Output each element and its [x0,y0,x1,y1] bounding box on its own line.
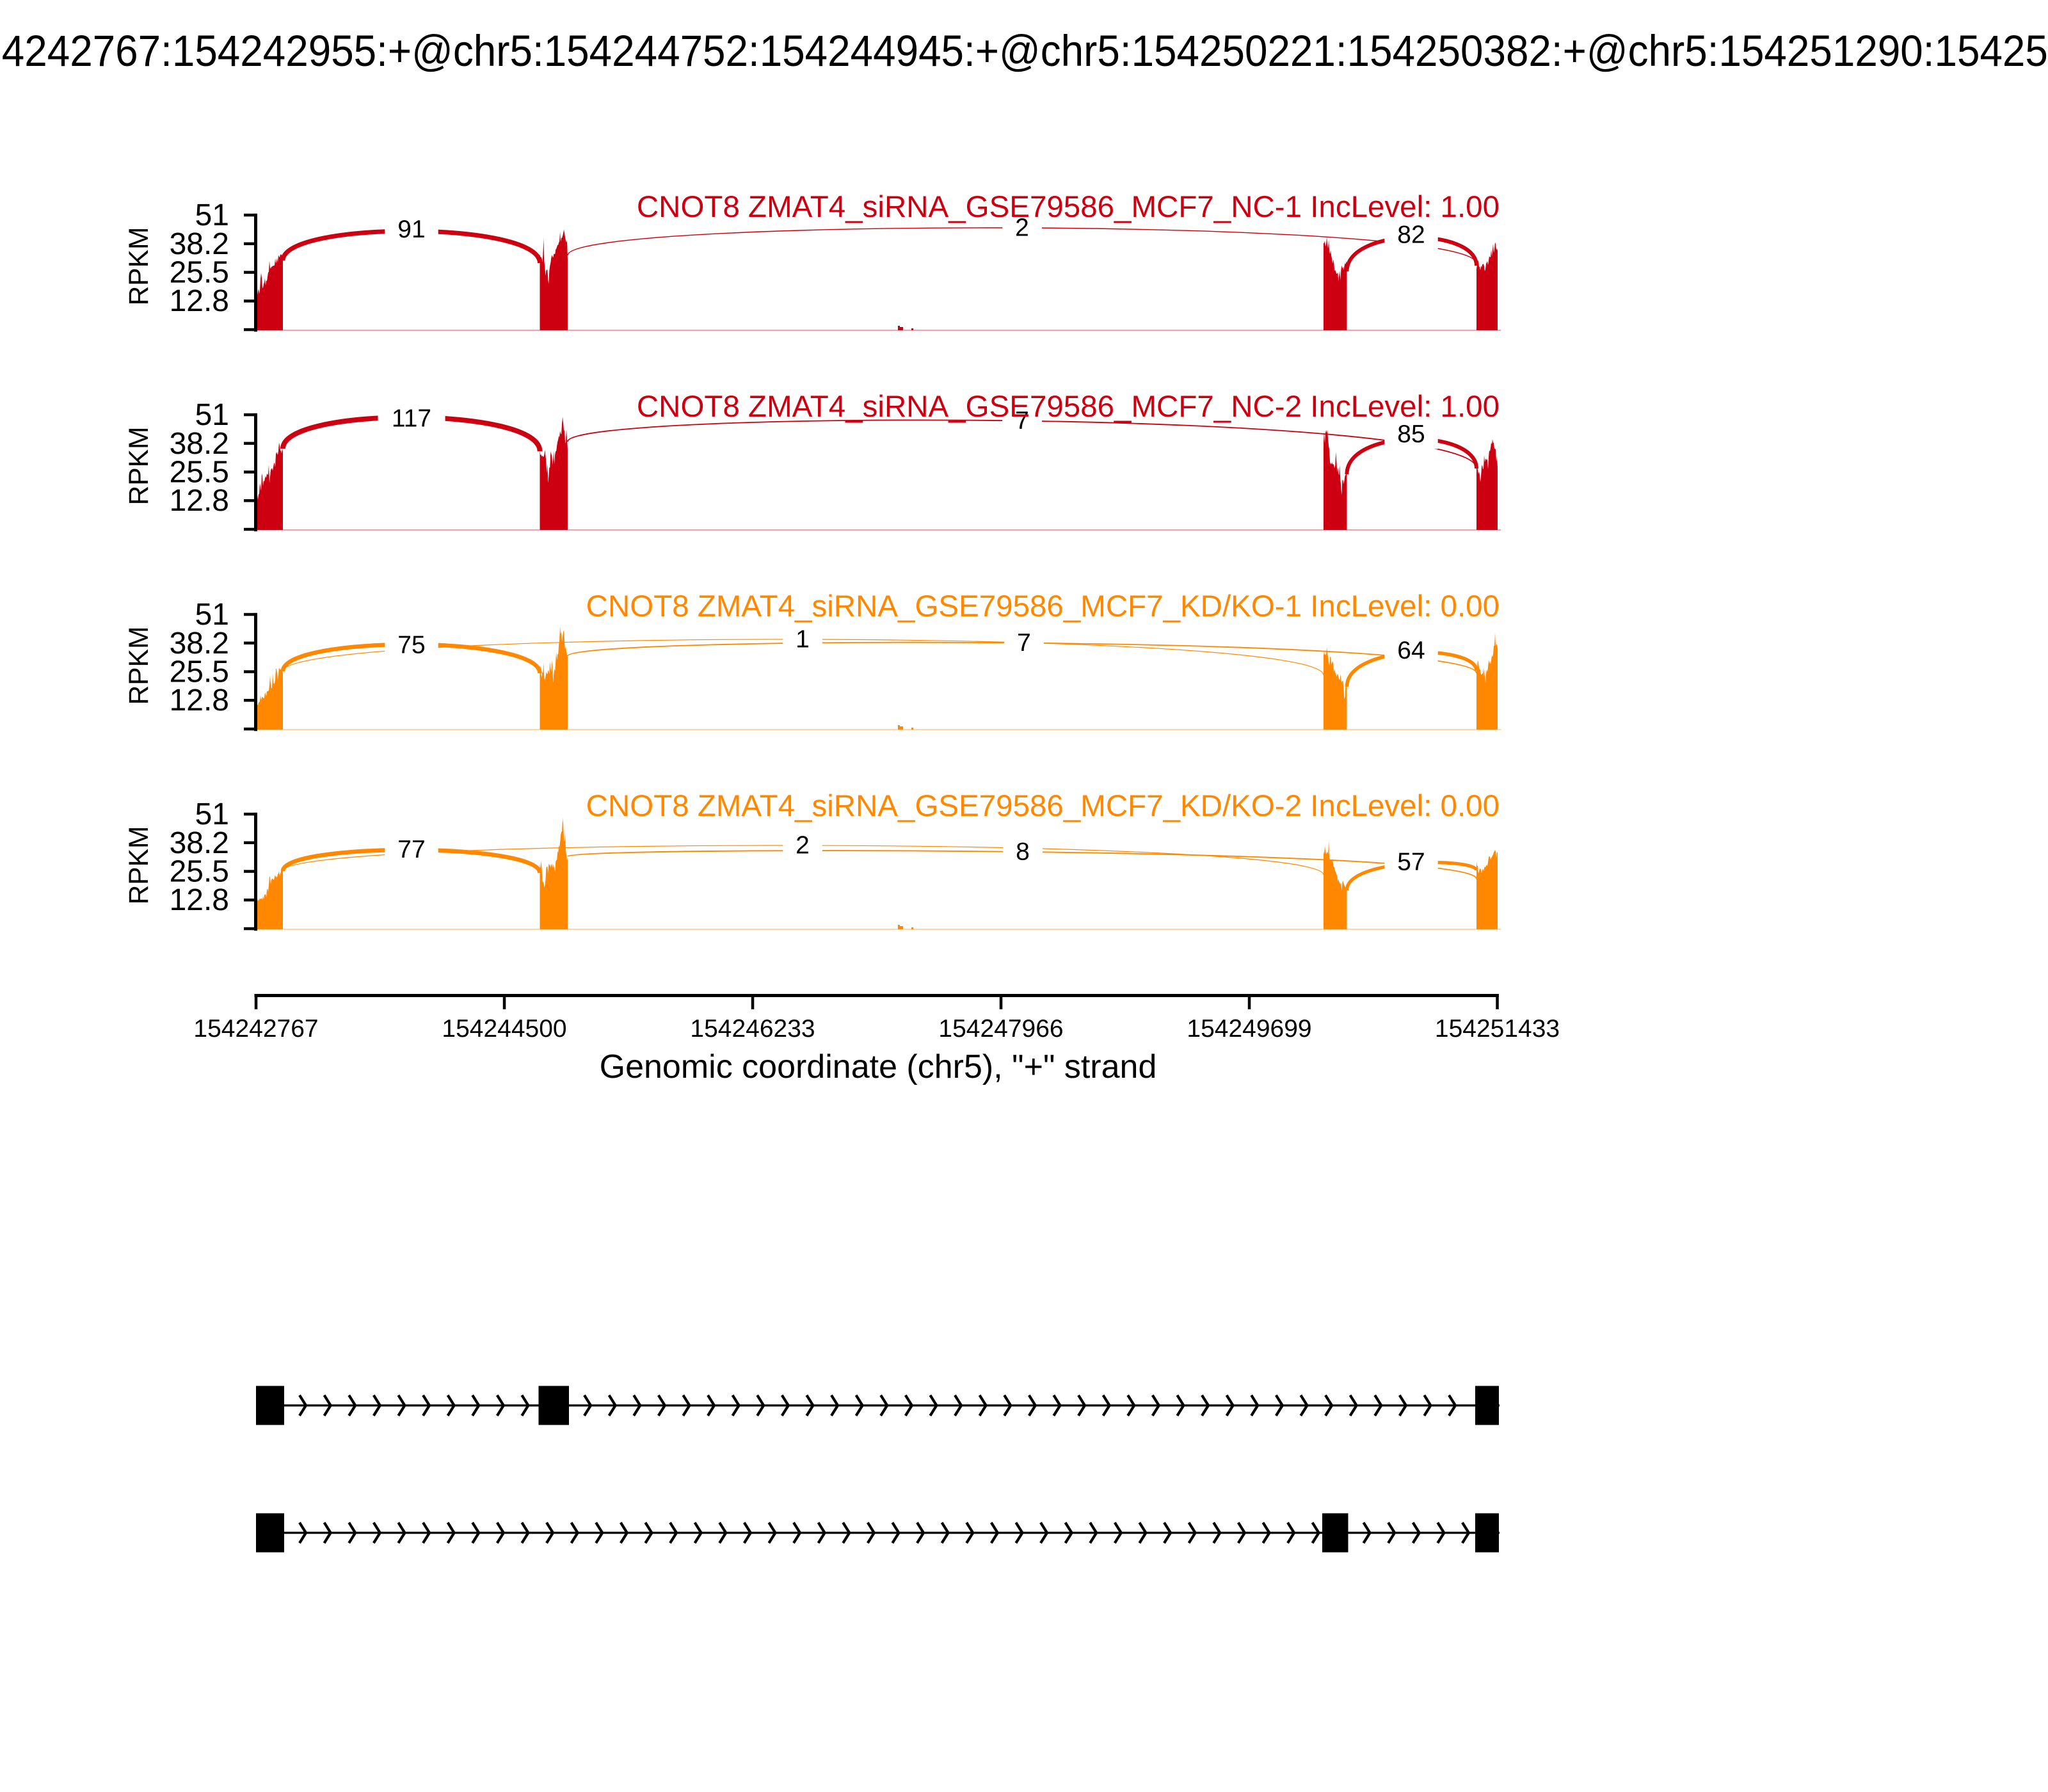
svg-text:12.8: 12.8 [170,284,229,318]
svg-text:51: 51 [195,198,229,232]
svg-text:RPKM: RPKM [124,227,154,306]
svg-text:12.8: 12.8 [170,684,229,717]
svg-text:85: 85 [1397,420,1425,448]
svg-text:64: 64 [1397,637,1425,664]
svg-text:25.5: 25.5 [170,855,229,889]
svg-text:154244500: 154244500 [442,1015,566,1043]
svg-text:25.5: 25.5 [170,456,229,490]
svg-text:RPKM: RPKM [124,627,154,705]
svg-text:CNOT8 ZMAT4_siRNA_GSE79586_MCF: CNOT8 ZMAT4_siRNA_GSE79586_MCF7_NC-2 Inc… [637,390,1500,424]
svg-text:51: 51 [195,598,229,632]
svg-text:82: 82 [1397,221,1425,249]
svg-text:154246233: 154246233 [690,1015,815,1043]
svg-text:51: 51 [195,398,229,432]
svg-text:2: 2 [796,832,810,860]
svg-text:38.2: 38.2 [170,826,229,860]
svg-text:154251433: 154251433 [1435,1015,1560,1043]
svg-text:117: 117 [392,405,431,433]
svg-text:chr5:154242767:154242955:+@chr: chr5:154242767:154242955:+@chr5:15424475… [0,27,2048,76]
svg-text:7: 7 [1015,407,1029,435]
svg-text:RPKM: RPKM [124,826,154,905]
svg-text:51: 51 [195,797,229,831]
svg-text:CNOT8 ZMAT4_siRNA_GSE79586_MCF: CNOT8 ZMAT4_siRNA_GSE79586_MCF7_NC-1 Inc… [637,190,1500,224]
svg-text:38.2: 38.2 [170,627,229,660]
svg-text:38.2: 38.2 [170,227,229,261]
svg-text:Genomic coordinate (chr5), "+": Genomic coordinate (chr5), "+" strand [600,1048,1157,1085]
svg-text:1: 1 [796,626,810,653]
svg-text:RPKM: RPKM [124,427,154,506]
svg-text:154247966: 154247966 [938,1015,1063,1043]
svg-text:77: 77 [397,836,425,863]
svg-text:8: 8 [1016,838,1030,866]
svg-text:154249699: 154249699 [1187,1015,1311,1043]
svg-text:25.5: 25.5 [170,256,229,290]
svg-text:12.8: 12.8 [170,484,229,518]
svg-text:7: 7 [1017,629,1031,657]
svg-text:75: 75 [397,632,425,659]
svg-text:57: 57 [1397,849,1425,876]
svg-text:2: 2 [1015,214,1029,242]
svg-text:CNOT8 ZMAT4_siRNA_GSE79586_MCF: CNOT8 ZMAT4_siRNA_GSE79586_MCF7_KD/KO-1 … [586,589,1500,623]
svg-text:91: 91 [397,216,425,243]
svg-text:38.2: 38.2 [170,427,229,461]
svg-text:CNOT8 ZMAT4_siRNA_GSE79586_MCF: CNOT8 ZMAT4_siRNA_GSE79586_MCF7_KD/KO-2 … [586,789,1500,823]
svg-text:12.8: 12.8 [170,883,229,917]
svg-text:154242767: 154242767 [193,1015,318,1043]
svg-text:25.5: 25.5 [170,655,229,689]
